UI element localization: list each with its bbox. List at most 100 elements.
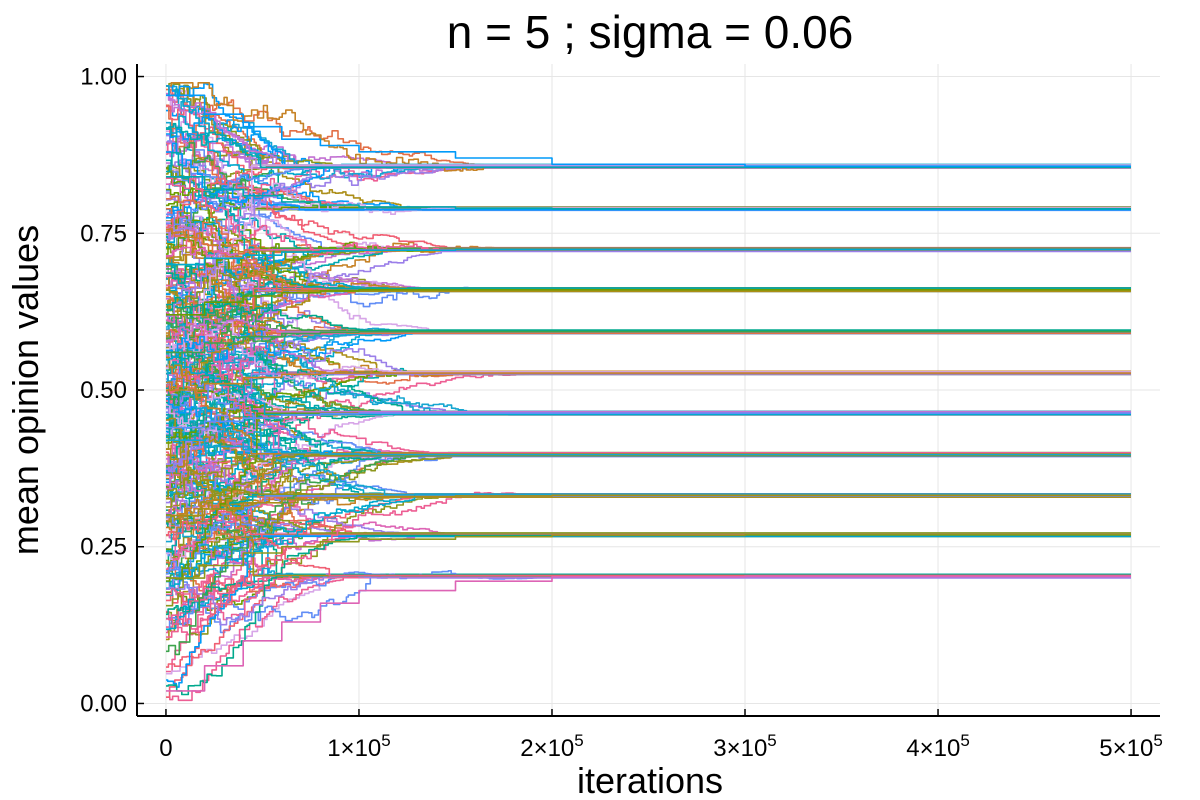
series-line-representative	[166, 372, 1131, 391]
series-line	[166, 534, 1131, 582]
series-line	[166, 495, 1131, 628]
series-line-representative	[166, 288, 1131, 316]
series-line	[166, 495, 1131, 570]
x-tick-label: 0	[159, 735, 172, 762]
series-line	[166, 426, 1131, 535]
series-line	[166, 533, 1131, 608]
series-line	[166, 290, 1131, 357]
series-line	[166, 150, 1131, 180]
y-tick-label: 0.50	[80, 377, 127, 404]
series-line	[166, 122, 1131, 169]
series-line	[166, 413, 1131, 531]
y-tick-labels: 0.00 0.25 0.50 0.75 1.00	[80, 64, 144, 717]
series-line	[166, 495, 1131, 573]
series-line	[166, 332, 1131, 374]
x-tick-labels: 0 1×105 2×105 3×105 4×105 5×105	[159, 709, 1163, 762]
series-line	[166, 105, 1131, 249]
series-line	[166, 307, 1131, 342]
series-line	[166, 575, 1131, 605]
series-line	[166, 369, 1131, 496]
series-line	[166, 221, 1131, 290]
series-line	[166, 412, 1131, 582]
series-line	[166, 532, 1131, 569]
series-line	[166, 494, 1131, 636]
series-line	[166, 516, 1131, 537]
series-line	[166, 491, 1131, 630]
series-line-representative	[166, 248, 1131, 266]
series-line	[166, 207, 1131, 230]
series-line	[166, 573, 1131, 626]
series-line	[166, 464, 1131, 534]
series-line	[166, 533, 1131, 638]
series-line	[166, 451, 1131, 656]
series-line	[166, 223, 1131, 292]
series-line	[166, 280, 1131, 455]
y-tick-label: 0.00	[80, 690, 127, 717]
series-line	[166, 288, 1131, 392]
series-line	[166, 166, 1131, 226]
series-line	[166, 82, 1131, 166]
x-tick-label: 4×105	[906, 731, 970, 762]
series-line	[166, 455, 1131, 607]
series-line	[166, 104, 1131, 210]
series-line	[166, 82, 1131, 167]
series-line	[166, 574, 1131, 604]
series-line	[166, 308, 1131, 339]
series-line	[166, 115, 1131, 166]
series-line	[166, 454, 1131, 565]
series-line	[166, 318, 1131, 342]
chart-title: n = 5 ; sigma = 0.06	[447, 6, 854, 58]
series-line-representative	[166, 534, 1131, 579]
series-line	[166, 452, 1131, 524]
series-line	[166, 534, 1131, 696]
series-line	[166, 296, 1131, 333]
series-line	[166, 373, 1131, 473]
series-line	[166, 295, 1131, 334]
series-line	[166, 175, 1131, 256]
series-lines	[166, 82, 1131, 702]
series-line	[166, 413, 1131, 469]
series-line	[166, 391, 1131, 423]
series-line	[166, 510, 1131, 577]
series-line	[166, 576, 1131, 702]
series-line	[166, 82, 1131, 209]
x-tick-label: 5×105	[1099, 731, 1163, 762]
x-tick-label: 2×105	[520, 731, 584, 762]
series-line	[166, 85, 1131, 167]
series-line	[166, 574, 1131, 668]
series-line	[166, 493, 1131, 587]
series-line	[166, 296, 1131, 332]
series-line	[166, 116, 1131, 168]
series-line	[166, 85, 1131, 249]
series-line-representative	[166, 412, 1131, 429]
series-line-representative	[166, 494, 1131, 517]
series-line	[166, 99, 1131, 169]
series-line	[166, 493, 1131, 579]
series-line	[166, 84, 1131, 166]
series-line	[166, 246, 1131, 257]
x-tick-label: 1×105	[327, 731, 391, 762]
series-line	[166, 334, 1131, 454]
series-line	[166, 308, 1131, 343]
series-line-representative	[166, 94, 1131, 167]
series-line-representative	[166, 439, 1131, 456]
series-line	[166, 164, 1131, 369]
series-line	[166, 571, 1131, 631]
series-line	[166, 574, 1131, 673]
series-line	[166, 494, 1131, 698]
x-tick-label: 3×105	[713, 731, 777, 762]
series-line	[166, 142, 1131, 211]
series-line	[166, 453, 1131, 508]
series-line	[166, 345, 1131, 455]
series-line-representative	[166, 330, 1131, 354]
series-line	[166, 486, 1131, 498]
series-line	[166, 228, 1131, 292]
x-axis-label: iterations	[577, 760, 723, 800]
series-line-representative	[166, 575, 1131, 692]
y-tick-label: 0.75	[80, 220, 127, 247]
series-line	[166, 249, 1131, 361]
series-line	[166, 166, 1131, 213]
series-line	[166, 315, 1131, 497]
grid-lines	[137, 64, 1160, 716]
